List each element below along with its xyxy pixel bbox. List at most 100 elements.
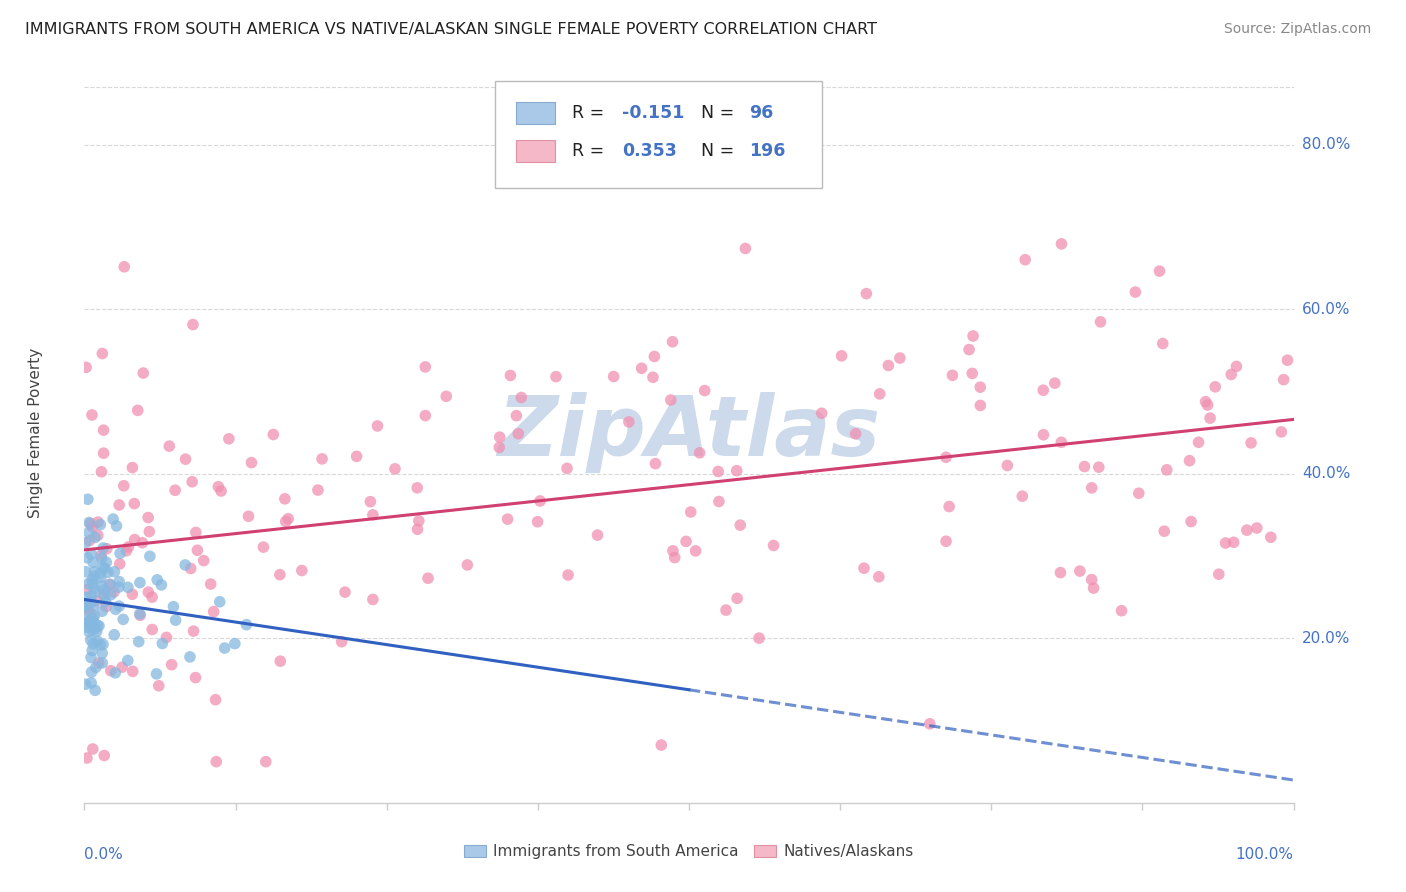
Text: N =: N = [702,103,740,122]
Point [831,349,853,363]
Point [274,491,297,506]
Point [416,571,439,585]
Point [1222,535,1244,549]
Point [650,738,672,752]
Point [79,516,101,531]
Text: 96: 96 [749,103,773,122]
Point [165,613,187,627]
Point [84,683,107,698]
Point [208,595,231,609]
Point [76,550,98,565]
Point [89,566,111,581]
Point [1014,252,1036,267]
Point [235,617,257,632]
Point [262,427,284,442]
Point [141,590,163,604]
Point [1032,383,1054,397]
Point [557,568,579,582]
Point [207,480,229,494]
Point [80,595,103,609]
Point [1153,524,1175,539]
Point [132,366,155,380]
Point [111,660,134,674]
Point [148,679,170,693]
Point [87,528,110,542]
Point [200,577,222,591]
Point [77,576,100,591]
Point [644,457,666,471]
Text: IMMIGRANTS FROM SOUTH AMERICA VS NATIVE/ALASKAN SINGLE FEMALE POVERTY CORRELATIO: IMMIGRANTS FROM SOUTH AMERICA VS NATIVE/… [25,22,877,37]
Text: 20.0%: 20.0% [1302,631,1350,646]
Point [602,369,624,384]
Point [124,497,146,511]
Point [79,632,101,647]
Point [115,544,138,558]
Point [84,660,107,674]
Point [1260,530,1282,544]
Point [269,567,291,582]
Point [935,534,957,549]
Point [1080,573,1102,587]
Point [1125,285,1147,299]
Point [87,619,110,633]
Point [83,608,105,623]
Point [1277,353,1299,368]
Point [269,654,291,668]
Point [1270,425,1292,439]
Point [1194,394,1216,409]
Point [93,561,115,575]
Text: 196: 196 [749,143,786,161]
Point [209,483,232,498]
Point [155,631,177,645]
Point [1272,373,1295,387]
Point [141,623,163,637]
Point [79,614,101,628]
Point [1187,435,1209,450]
Point [406,481,429,495]
Point [76,582,98,597]
Point [82,742,104,756]
Point [869,387,891,401]
Point [810,406,832,420]
Point [103,585,125,599]
Point [1236,523,1258,537]
Point [80,547,103,561]
Point [82,556,104,570]
Point [1220,368,1243,382]
Point [124,533,146,547]
Point [117,540,139,554]
Point [707,494,730,508]
Point [1152,336,1174,351]
Text: ZipAtlas: ZipAtlas [498,392,880,473]
Point [121,460,143,475]
Point [80,676,103,690]
Point [204,692,226,706]
Point [725,464,748,478]
Point [969,380,991,394]
Point [136,585,159,599]
Point [83,569,105,583]
Point [108,574,131,589]
Point [728,518,751,533]
Point [138,524,160,539]
Point [240,456,263,470]
Point [117,580,139,594]
Text: 60.0%: 60.0% [1302,301,1350,317]
Point [941,368,963,383]
Text: R =: R = [572,143,609,161]
Point [734,242,756,256]
Point [184,671,207,685]
Point [146,573,169,587]
Point [643,350,665,364]
Point [762,539,785,553]
Point [103,565,125,579]
Point [526,515,548,529]
Point [330,634,353,648]
Text: N =: N = [702,143,740,161]
Point [75,591,97,605]
Point [505,409,527,423]
Point [75,598,97,612]
Point [346,450,368,464]
Point [87,515,110,529]
Point [359,494,381,508]
